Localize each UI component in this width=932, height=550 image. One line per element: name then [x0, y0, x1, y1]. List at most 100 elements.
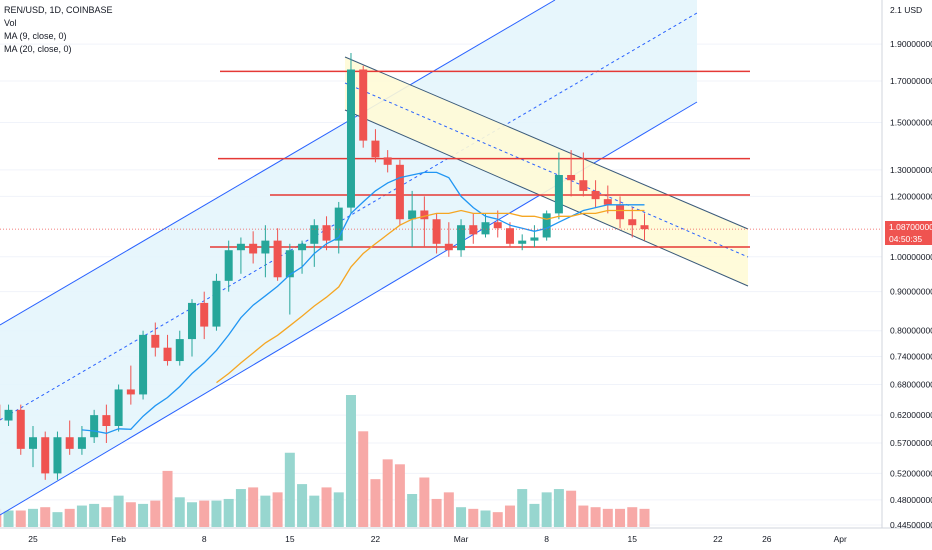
ma9-line — [81, 171, 645, 434]
volume-bar — [345, 395, 356, 527]
candle-body — [126, 389, 135, 395]
candle-body — [151, 334, 160, 348]
volume-bar — [89, 503, 100, 527]
volume-legend[interactable]: Vol — [4, 18, 17, 28]
moving-averages — [0, 171, 882, 434]
candle-body — [273, 240, 282, 278]
price-tick-label: 1.00000000 — [890, 252, 932, 262]
volume-bar — [615, 508, 626, 527]
candle-body — [420, 210, 429, 220]
candle-body — [212, 280, 221, 327]
time-tick-label: 8 — [544, 534, 549, 544]
candle-body — [640, 225, 649, 230]
volume-bar — [235, 489, 246, 527]
candle-body — [175, 339, 184, 362]
price-tick-label: 0.68000000 — [890, 380, 932, 390]
volume-bar — [52, 512, 63, 527]
candle-body — [322, 225, 331, 241]
volume-bar — [492, 512, 503, 527]
axes: 1.90000000 1.70000000 1.50000000 1.30000000… — [28, 39, 932, 544]
candle-body — [493, 222, 502, 229]
ascending-channel-median — [0, 12, 698, 421]
candle-body — [505, 228, 514, 244]
volume-bar — [333, 492, 344, 527]
time-tick-label: 26 — [762, 534, 772, 544]
volume-bar — [394, 464, 405, 527]
volume-bar — [419, 477, 430, 527]
volume-bar — [321, 487, 332, 527]
volume-bar — [186, 502, 197, 527]
price-tick-label: 1.20000000 — [890, 191, 932, 201]
volume-bar — [15, 510, 26, 527]
candle-body — [163, 347, 172, 362]
candle-body — [90, 415, 99, 438]
volume-bar — [517, 489, 528, 527]
volume-histogram — [0, 395, 650, 527]
candle-body — [469, 225, 478, 235]
volume-bar — [358, 431, 369, 527]
candle-body — [187, 302, 196, 340]
candle-body — [249, 243, 258, 254]
volume-bar — [223, 498, 234, 527]
candle-body — [261, 240, 270, 254]
volume-bar — [28, 508, 38, 527]
price-tick-label: 1.30000000 — [890, 165, 932, 175]
time-tick-label: 22 — [713, 534, 723, 544]
volume-bar — [456, 507, 467, 527]
volume-bar — [272, 492, 283, 527]
price-tick-label: 1.50000000 — [890, 117, 932, 127]
volume-bar — [468, 508, 479, 527]
candle-body — [4, 409, 13, 421]
volume-bar — [40, 507, 51, 527]
price-tick-label: 0.90000000 — [890, 287, 932, 297]
volume-bar — [125, 502, 136, 527]
symbol-title[interactable]: REN/USD, 1D, COINBASE — [4, 5, 113, 15]
price-tick-label: 0.74000000 — [890, 352, 932, 362]
volume-bar — [370, 479, 381, 527]
volume-bar — [529, 503, 540, 527]
candle-body — [285, 250, 294, 278]
volume-bar — [3, 510, 14, 527]
price-tick-label: 1.70000000 — [890, 76, 932, 86]
candle-body — [41, 437, 50, 474]
candle-body — [530, 237, 539, 241]
candle-body — [383, 157, 392, 165]
volume-bar — [101, 507, 112, 527]
candle-body — [77, 437, 86, 449]
chart-legend: REN/USD, 1D, COINBASE Vol MA (9, close, … — [4, 4, 113, 56]
candle-body — [200, 302, 209, 327]
current-price-badge: 1.08700000 04:50:35 — [885, 221, 932, 245]
candle-body — [102, 415, 111, 426]
candle-body — [298, 243, 307, 251]
time-tick-label: 22 — [371, 534, 381, 544]
currency-code: USD — [904, 5, 923, 15]
volume-bar — [541, 492, 552, 527]
candle-body — [224, 250, 233, 281]
candle-body — [432, 219, 441, 244]
candle-body — [334, 207, 343, 241]
volume-bar — [639, 508, 650, 527]
volume-bar — [0, 508, 2, 527]
volume-bar — [113, 495, 124, 527]
volume-bar — [480, 510, 491, 527]
volume-bar — [162, 470, 173, 527]
time-tick-label: 15 — [628, 534, 638, 544]
ma9-legend[interactable]: MA (9, close, 0) — [4, 31, 67, 41]
price-tick-label: 0.62000000 — [890, 410, 932, 420]
volume-bar — [174, 497, 185, 527]
time-tick-label: Feb — [111, 534, 126, 544]
volume-bar — [590, 507, 601, 527]
volume-bar — [578, 505, 589, 527]
descending-channel-median — [344, 82, 749, 258]
volume-bar — [284, 452, 295, 527]
volume-bar — [260, 495, 271, 527]
currency-label: 2.1 USD — [890, 5, 922, 15]
candlesticks — [0, 52, 649, 480]
candle-body — [444, 243, 453, 251]
volume-bar — [602, 508, 613, 527]
ma20-legend[interactable]: MA (20, close, 0) — [4, 44, 72, 54]
candle-body — [457, 225, 466, 251]
volume-bar — [431, 498, 442, 527]
candle-body — [542, 213, 551, 238]
